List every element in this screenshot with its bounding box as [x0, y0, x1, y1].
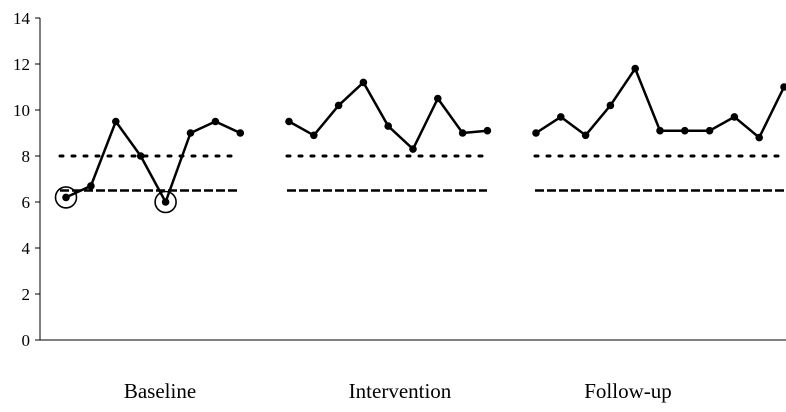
phase-label: Baseline: [124, 379, 196, 403]
y-tick-label: 14: [13, 9, 31, 28]
data-point: [285, 117, 293, 126]
series-line: [65, 120, 241, 204]
circled-data-point: [154, 190, 177, 214]
data-point: [136, 152, 145, 160]
data-point: [236, 129, 245, 137]
circled-data-point: [54, 186, 78, 209]
series-line: [288, 81, 488, 151]
data-point: [532, 129, 540, 137]
data-point: [780, 83, 786, 91]
data-point: [483, 126, 492, 135]
data-point: [681, 126, 689, 135]
data-point: [606, 101, 615, 110]
data-point: [656, 126, 664, 135]
phase-label: Intervention: [349, 379, 452, 403]
data-point: [161, 198, 170, 206]
y-tick-label: 2: [22, 285, 31, 304]
data-point: [631, 64, 639, 73]
data-point: [755, 133, 763, 142]
data-point: [310, 131, 318, 140]
data-point: [730, 113, 739, 121]
y-tick-label: 6: [22, 193, 31, 212]
data-point: [409, 145, 417, 153]
y-tick-label: 12: [13, 55, 30, 74]
data-point: [581, 131, 590, 140]
data-point: [87, 182, 95, 190]
phase-labels: Baseline Intervention Follow-up: [124, 379, 672, 403]
data-point: [186, 129, 195, 137]
data-point: [112, 117, 120, 126]
axes: [39, 18, 786, 341]
phase-label: Follow-up: [584, 379, 672, 403]
data-point: [557, 113, 565, 121]
data-point: [359, 78, 368, 87]
reference-lines: [58, 154, 786, 192]
y-tick-label: 10: [13, 101, 30, 120]
data-point: [62, 193, 70, 202]
data-point: [458, 129, 467, 137]
data-point: [705, 126, 714, 135]
y-tick-label: 0: [22, 331, 31, 350]
data-point: [211, 117, 220, 126]
y-tick-label: 8: [22, 147, 31, 166]
data-point: [334, 101, 343, 110]
y-tick-label: 4: [22, 239, 31, 258]
data-point: [434, 94, 442, 103]
y-ticks: 0 2 4 6 8 10 12 14: [13, 9, 40, 350]
data-point: [384, 122, 393, 130]
series: [54, 64, 786, 214]
